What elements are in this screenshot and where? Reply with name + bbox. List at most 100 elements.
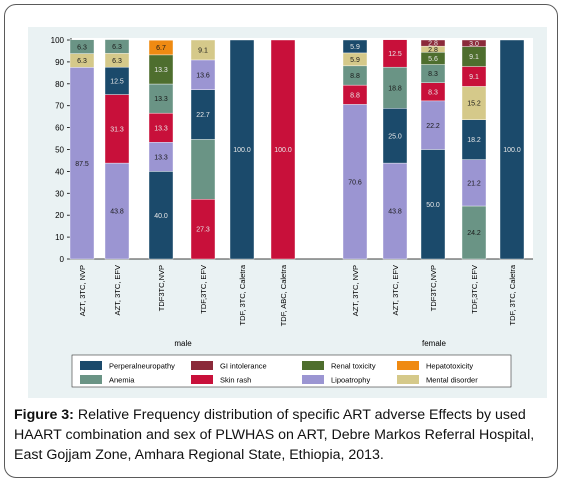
data-label: 87.5 bbox=[75, 161, 89, 168]
data-label: 8.3 bbox=[428, 71, 438, 78]
bar-segment bbox=[148, 54, 174, 85]
bar-segment bbox=[229, 39, 255, 260]
data-label: 70.6 bbox=[348, 179, 362, 186]
x-tick-label: TDF, 3TC, Caletra bbox=[238, 264, 247, 325]
data-label: 2.8 bbox=[428, 47, 438, 54]
bar-segment bbox=[148, 142, 174, 172]
y-tick-label: 30 bbox=[55, 189, 64, 198]
data-label: 13.3 bbox=[154, 67, 168, 74]
bar-segment bbox=[190, 59, 216, 90]
bar-segment bbox=[104, 94, 130, 164]
data-label: 18.2 bbox=[467, 137, 481, 144]
legend-swatch bbox=[302, 375, 324, 384]
data-label: 22.7 bbox=[196, 112, 210, 119]
x-tick-label: AZT, 3TC, NVP bbox=[78, 265, 87, 316]
y-tick-label: 70 bbox=[55, 102, 64, 111]
group-label: male bbox=[174, 339, 192, 348]
legend-swatch bbox=[191, 375, 213, 384]
bar-segment bbox=[270, 39, 296, 260]
data-label: 21.2 bbox=[467, 180, 481, 187]
bar-segment bbox=[342, 39, 368, 54]
data-label: 15.2 bbox=[467, 101, 481, 108]
data-label: 25.0 bbox=[388, 133, 402, 140]
bar-segment bbox=[69, 39, 95, 54]
bar-segment bbox=[382, 162, 408, 260]
bar-segment bbox=[499, 39, 525, 260]
legend-label: Anemia bbox=[109, 376, 135, 385]
bar-segment bbox=[69, 67, 95, 260]
legend-swatch bbox=[80, 375, 102, 384]
data-label: 8.8 bbox=[350, 73, 360, 80]
data-label: 9.1 bbox=[469, 54, 479, 61]
y-tick-label: 100 bbox=[51, 36, 65, 45]
legend-swatch bbox=[302, 361, 324, 370]
data-label: 31.3 bbox=[110, 126, 124, 133]
data-label: 24.2 bbox=[467, 230, 481, 237]
bar-segment bbox=[104, 39, 130, 54]
data-label: 3.0 bbox=[469, 41, 479, 48]
data-label: 8.8 bbox=[350, 92, 360, 99]
x-tick-label: TDF3TC,NVP bbox=[157, 265, 166, 311]
data-label: 40.0 bbox=[154, 213, 168, 220]
bar-segment bbox=[148, 83, 174, 114]
bar-segment bbox=[461, 159, 487, 207]
data-label: 5.9 bbox=[350, 57, 360, 64]
legend-label: Mental disorder bbox=[426, 376, 478, 385]
data-label: 6.7 bbox=[156, 45, 166, 52]
y-tick-label: 0 bbox=[60, 255, 65, 264]
y-tick-label: 50 bbox=[55, 146, 64, 155]
bar-segment bbox=[148, 112, 174, 143]
data-label: 13.6 bbox=[196, 72, 210, 79]
legend-label: Renal toxicity bbox=[331, 362, 376, 371]
x-tick-label: AZT, 3TC, EFV bbox=[391, 265, 400, 315]
bar-segment bbox=[461, 205, 487, 260]
data-label: 43.8 bbox=[110, 209, 124, 216]
bar-segment bbox=[461, 39, 487, 47]
x-tick-label: AZT, 3TC, EFV bbox=[113, 265, 122, 315]
caption-text: Relative Frequency distribution of speci… bbox=[14, 407, 535, 463]
legend-label: Hepatotoxicity bbox=[426, 362, 473, 371]
bar-segment bbox=[420, 100, 446, 150]
stacked-bar-chart: 0 10 20 30 40 50 60 70 80 90 100 87.5 6.3 6.3 AZT, 3TC… bbox=[51, 36, 533, 388]
bar-segment bbox=[190, 39, 216, 61]
data-label: 100.0 bbox=[233, 147, 251, 154]
legend-swatch bbox=[80, 361, 102, 370]
legend-swatch bbox=[191, 361, 213, 370]
bar-segment bbox=[382, 39, 408, 68]
legend-swatch bbox=[397, 375, 419, 384]
bar-segment bbox=[104, 66, 130, 95]
legend-label: Skin rash bbox=[220, 376, 251, 385]
data-label: 12.5 bbox=[110, 78, 124, 85]
bar-segment bbox=[461, 86, 487, 120]
data-label: 13.3 bbox=[154, 154, 168, 161]
legend-label: GI intolerance bbox=[220, 362, 267, 371]
bar-segment bbox=[342, 104, 368, 260]
legend-box bbox=[71, 354, 512, 388]
data-label: 5.6 bbox=[428, 56, 438, 63]
x-tick-label: AZT, 3TC, NVP bbox=[351, 265, 360, 316]
y-tick-label: 40 bbox=[55, 167, 64, 176]
x-tick-label: TDF3TC,NVP bbox=[429, 265, 438, 311]
data-label: 43.8 bbox=[388, 209, 402, 216]
data-label: 100.0 bbox=[503, 147, 521, 154]
legend-label: Lipoatrophy bbox=[331, 376, 370, 385]
y-tick-label: 20 bbox=[55, 211, 64, 220]
data-label: 6.3 bbox=[77, 44, 87, 51]
bar-segment bbox=[104, 162, 130, 260]
data-label: 6.3 bbox=[77, 58, 87, 65]
y-tick-label: 80 bbox=[55, 80, 64, 89]
data-label: 9.1 bbox=[198, 48, 208, 55]
y-tick-label: 60 bbox=[55, 124, 64, 133]
x-tick-label: TDF,3TC, EFV bbox=[470, 265, 479, 314]
data-label: 8.3 bbox=[428, 89, 438, 96]
bar-segment bbox=[190, 89, 216, 140]
x-tick-label: TDF, ABC, Caletra bbox=[279, 264, 288, 326]
data-label: 22.2 bbox=[426, 123, 440, 130]
bar-segment bbox=[148, 40, 174, 56]
x-tick-label: TDF,3TC, EFV bbox=[199, 265, 208, 314]
bar-segment bbox=[382, 108, 408, 164]
bar-segment bbox=[190, 199, 216, 260]
legend-label: Perperalneuropathy bbox=[109, 362, 175, 371]
bar-segment bbox=[420, 149, 446, 260]
data-label: 12.5 bbox=[388, 51, 402, 58]
